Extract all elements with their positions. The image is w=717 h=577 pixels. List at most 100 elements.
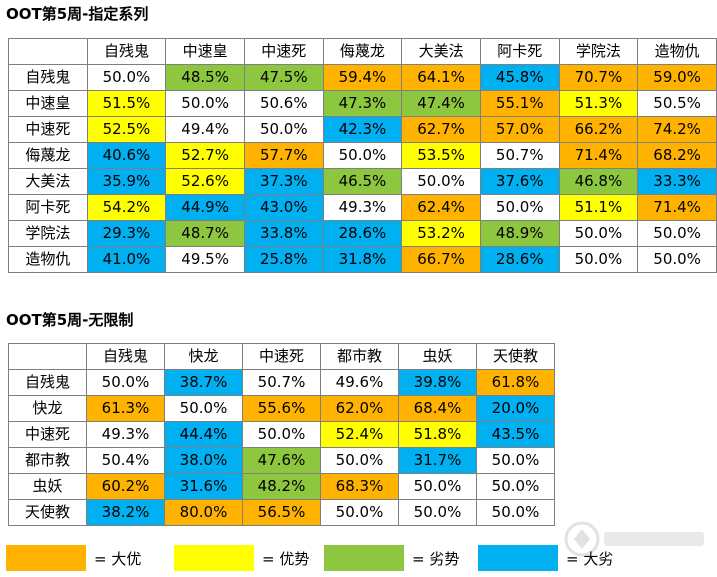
matchup-table-specified: 自残鬼 中速皇 中速死 侮蔑龙 大美法 阿卡死 学院法 造物仇 自残鬼 50.0% 48.5% 47… bbox=[8, 38, 717, 273]
matchup-cell: 48.9% bbox=[479, 220, 560, 247]
matchup-cell: 61.8% bbox=[476, 369, 555, 396]
table-row: 虫妖 60.2% 31.6% 48.2% 68.3% 50.0% 50.0% bbox=[8, 473, 555, 500]
matchup-cell: 28.6% bbox=[479, 246, 560, 273]
table-row: 快龙 61.3% 50.0% 55.6% 62.0% 68.4% 20.0% bbox=[8, 395, 555, 422]
matchup-cell: 38.0% bbox=[164, 447, 243, 474]
matchup-cell: 31.6% bbox=[164, 473, 243, 500]
matchup-cell: 53.2% bbox=[401, 220, 481, 247]
matchup-cell: 33.3% bbox=[637, 168, 717, 195]
table-row: 自残鬼 50.0% 38.7% 50.7% 49.6% 39.8% 61.8% bbox=[8, 369, 555, 396]
matchup-cell: 71.4% bbox=[558, 142, 639, 169]
table-corner-cell bbox=[8, 38, 88, 65]
row-header: 侮蔑龙 bbox=[8, 142, 88, 169]
table-row: 学院法 29.3% 48.7% 33.8% 28.6% 53.2% 48.9% 50.0% 50… bbox=[8, 220, 717, 247]
matchup-cell: 60.2% bbox=[86, 473, 165, 500]
matchup-cell: 53.5% bbox=[401, 142, 481, 169]
matchup-cell: 51.5% bbox=[86, 90, 167, 117]
row-header: 自残鬼 bbox=[8, 369, 87, 396]
table-row: 阿卡死 54.2% 44.9% 43.0% 49.3% 62.4% 50.0% 51.1% 71… bbox=[8, 194, 717, 221]
row-header: 天使教 bbox=[8, 499, 87, 526]
table-header-row: 自残鬼 快龙 中速死 都市教 虫妖 天使教 bbox=[8, 343, 555, 370]
matchup-cell: 50.0% bbox=[558, 220, 639, 247]
matchup-cell: 50.0% bbox=[164, 395, 243, 422]
matchup-cell: 52.4% bbox=[320, 421, 399, 448]
matchup-cell: 48.7% bbox=[165, 220, 245, 247]
matchup-cell: 50.0% bbox=[165, 90, 245, 117]
row-header: 中速死 bbox=[8, 421, 87, 448]
column-header: 天使教 bbox=[476, 343, 555, 370]
matchup-cell: 47.5% bbox=[243, 64, 324, 91]
table-header-row: 自残鬼 中速皇 中速死 侮蔑龙 大美法 阿卡死 学院法 造物仇 bbox=[8, 38, 717, 65]
matchup-cell: 31.7% bbox=[398, 447, 477, 474]
legend-swatch bbox=[478, 545, 558, 571]
matchup-cell: 42.3% bbox=[322, 116, 403, 143]
matchup-cell: 57.7% bbox=[243, 142, 324, 169]
matchup-cell: 20.0% bbox=[476, 395, 555, 422]
table-row: 天使教 38.2% 80.0% 56.5% 50.0% 50.0% 50.0% bbox=[8, 499, 555, 526]
matchup-cell: 64.1% bbox=[401, 64, 481, 91]
matchup-cell: 51.3% bbox=[558, 90, 639, 117]
row-header: 虫妖 bbox=[8, 473, 87, 500]
matchup-cell: 47.4% bbox=[401, 90, 481, 117]
matchup-cell: 61.3% bbox=[86, 395, 165, 422]
matchup-cell: 39.8% bbox=[398, 369, 477, 396]
matchup-cell: 50.0% bbox=[398, 473, 477, 500]
matchup-cell: 50.7% bbox=[242, 369, 321, 396]
color-legend: = 大优 = 优势 = 劣势 = 大劣 bbox=[6, 545, 711, 573]
column-header: 中速死 bbox=[242, 343, 321, 370]
matchup-cell: 54.2% bbox=[86, 194, 167, 221]
column-header: 都市教 bbox=[320, 343, 399, 370]
matchup-cell: 70.7% bbox=[558, 64, 639, 91]
matchup-cell: 49.3% bbox=[322, 194, 403, 221]
legend-label: = 大劣 bbox=[566, 549, 614, 568]
matchup-cell: 33.8% bbox=[243, 220, 324, 247]
matchup-cell: 50.0% bbox=[476, 447, 555, 474]
matchup-cell: 52.5% bbox=[86, 116, 167, 143]
matchup-cell: 50.0% bbox=[401, 168, 481, 195]
matchup-cell: 74.2% bbox=[637, 116, 717, 143]
row-header: 快龙 bbox=[8, 395, 87, 422]
legend-item-big-advantage: = 大优 bbox=[6, 545, 141, 571]
matchup-cell: 62.4% bbox=[401, 194, 481, 221]
matchup-cell: 68.3% bbox=[320, 473, 399, 500]
matchup-cell: 46.8% bbox=[558, 168, 639, 195]
matchup-cell: 50.7% bbox=[479, 142, 560, 169]
matchup-cell: 49.6% bbox=[320, 369, 399, 396]
legend-swatch bbox=[6, 545, 86, 571]
column-header: 大美法 bbox=[401, 38, 481, 65]
matchup-cell: 47.3% bbox=[322, 90, 403, 117]
matchup-cell: 66.7% bbox=[401, 246, 481, 273]
matchup-cell: 62.7% bbox=[401, 116, 481, 143]
matchup-cell: 38.2% bbox=[86, 499, 165, 526]
table-row: 中速皇 51.5% 50.0% 50.6% 47.3% 47.4% 55.1% 51.3% 50… bbox=[8, 90, 717, 117]
matchup-cell: 66.2% bbox=[558, 116, 639, 143]
matchup-table-unrestricted: 自残鬼 快龙 中速死 都市教 虫妖 天使教 自残鬼 50.0% 38.7% 50.7% 49.6%… bbox=[8, 343, 555, 526]
table1-title: OOT第5周-指定系列 bbox=[6, 5, 149, 23]
matchup-cell: 50.0% bbox=[398, 499, 477, 526]
matchup-cell: 59.0% bbox=[637, 64, 717, 91]
matchup-cell: 52.6% bbox=[165, 168, 245, 195]
legend-item-disadvantage: = 劣势 bbox=[324, 545, 459, 571]
legend-swatch bbox=[324, 545, 404, 571]
matchup-cell: 46.5% bbox=[322, 168, 403, 195]
matchup-cell: 43.0% bbox=[243, 194, 324, 221]
matchup-cell: 50.0% bbox=[320, 499, 399, 526]
legend-item-big-disadvantage: = 大劣 bbox=[478, 545, 613, 571]
matchup-cell: 50.0% bbox=[558, 246, 639, 273]
table-row: 大美法 35.9% 52.6% 37.3% 46.5% 50.0% 37.6% 46.8% 33… bbox=[8, 168, 717, 195]
matchup-cell: 50.4% bbox=[86, 447, 165, 474]
column-header: 造物仇 bbox=[637, 38, 717, 65]
legend-label: = 大优 bbox=[94, 549, 142, 568]
row-header: 自残鬼 bbox=[8, 64, 88, 91]
table-row: 造物仇 41.0% 49.5% 25.8% 31.8% 66.7% 28.6% 50.0% 50… bbox=[8, 246, 717, 273]
matchup-cell: 40.6% bbox=[86, 142, 167, 169]
matchup-cell: 68.4% bbox=[398, 395, 477, 422]
matchup-cell: 50.0% bbox=[243, 116, 324, 143]
matchup-cell: 50.0% bbox=[637, 246, 717, 273]
column-header: 中速死 bbox=[243, 38, 324, 65]
matchup-cell: 28.6% bbox=[322, 220, 403, 247]
matchup-cell: 41.0% bbox=[86, 246, 167, 273]
matchup-cell: 47.6% bbox=[242, 447, 321, 474]
column-header: 自残鬼 bbox=[86, 343, 165, 370]
row-header: 学院法 bbox=[8, 220, 88, 247]
